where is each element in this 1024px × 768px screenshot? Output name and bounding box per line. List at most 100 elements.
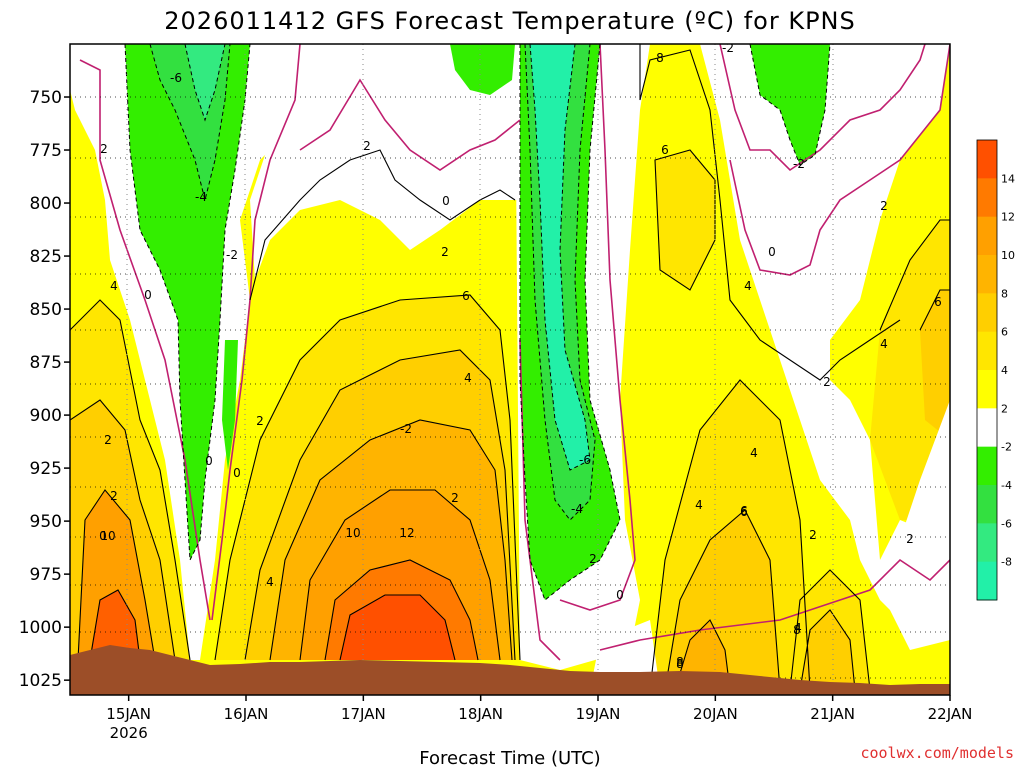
contour-value-label: -4 (571, 502, 583, 516)
contour-value-label: 6 (462, 289, 470, 303)
zero-isotherm-left (79, 59, 211, 621)
contour-value-label: 2 (256, 414, 264, 428)
contour-value-label: 2 (906, 532, 914, 546)
contour-fill-cold-top-left (125, 44, 250, 560)
contour-value-label: 6 (661, 143, 669, 157)
colorbar-label: -8 (1001, 556, 1012, 569)
contour-value-label: -6 (170, 71, 182, 85)
y-tick-label: 875 (30, 353, 62, 373)
contour-value-label: -2 (400, 422, 412, 436)
contour-value-label: 0 (233, 466, 241, 480)
contour-value-label: 2 (363, 139, 371, 153)
contour-value-label: 6 (934, 295, 942, 309)
contour-value-label: -4 (195, 190, 207, 204)
zero-isotherm-right (719, 44, 950, 276)
contour-value-label: 4 (110, 279, 118, 293)
contour-value-label: -2 (793, 157, 805, 171)
contour-value-label: 2 (451, 491, 459, 505)
colorbar-label: 6 (1001, 326, 1008, 339)
x-axis-label: Forecast Time (UTC) (419, 748, 600, 768)
colorbar-label: -6 (1001, 517, 1012, 530)
contour-value-label: 2 (823, 375, 831, 389)
contour-fill-coldest-mid (530, 44, 590, 470)
x-tick-label: 21JAN (810, 705, 855, 723)
contour-value-label: 0 (144, 288, 152, 302)
colorbar-label: -4 (1001, 479, 1012, 492)
colorbar-swatch (977, 485, 997, 524)
contour-value-label: -6 (579, 453, 591, 467)
contour-value-label: -2 (226, 248, 238, 262)
x-tick-sublabel: 2026 (110, 724, 148, 742)
contour-value-label: 2 (809, 528, 817, 542)
contour-fill-cold-left-strip (222, 340, 238, 470)
y-tick-label: 975 (30, 565, 62, 585)
plot-border (69, 43, 951, 696)
colorbar-swatch (977, 293, 997, 333)
contour-value-label: 6 (740, 505, 748, 519)
y-tick-label: 825 (30, 247, 62, 267)
colorbar-label: 2 (1001, 402, 1008, 415)
x-tick-label: 19JAN (576, 705, 621, 723)
colorbar-swatch (977, 140, 997, 179)
colorbar-label: 10 (1001, 249, 1015, 262)
colorbar-label: -2 (1001, 441, 1012, 454)
colorbar-swatch (977, 561, 997, 601)
contour-value-label: 4 (794, 621, 802, 635)
contour-value-label: 10 (345, 526, 360, 540)
zero-isotherm-bottom-right (599, 558, 950, 651)
contour-value-label: 2 (589, 552, 597, 566)
colorbar-swatch (977, 255, 997, 294)
colorbar-swatch (977, 523, 997, 563)
contour-value-label: 2 (100, 142, 108, 156)
x-tick-label: 22JAN (928, 705, 973, 723)
y-tick-label: 1000 (19, 618, 62, 638)
contour-value-label: 10 (100, 529, 115, 543)
contour-value-label: 8 (676, 655, 684, 669)
contour-value-label: 4 (750, 446, 758, 460)
contour-value-label: 0 (768, 245, 776, 259)
contour-fill-near-zero-top-mid (250, 44, 520, 280)
colorbar-swatch (977, 216, 997, 256)
contour-fill-cold-top-right (750, 44, 830, 165)
contour-fill-14-plus (340, 595, 455, 660)
contour-value-label: 4 (464, 371, 472, 385)
y-tick-label: 1025 (19, 671, 62, 691)
contour-fill-6-bottom-right (800, 610, 855, 690)
colorbar-label: 14 (1001, 172, 1015, 185)
plot-area: -6 2 -4 -2 0 2 0 2 2 4 0 4 6 4 2 2 0 -2 0 2 8 -2 6 4 -6 0 4 10 12 8 8 -… (70, 44, 950, 695)
contour-fill-6-far-right (920, 290, 950, 440)
contour-fill-cold-top-center (450, 44, 515, 95)
y-tick-label: 750 (30, 88, 62, 108)
negative-isotherm-lines (124, 44, 831, 601)
colorbar-swatch (977, 408, 997, 448)
x-tick-label: 17JAN (341, 705, 386, 723)
colorbar-frame (976, 139, 998, 601)
colorbar-label: 4 (1001, 364, 1008, 377)
contour-value-label: 8 (676, 657, 684, 671)
contour-labels: -6 2 -4 -2 0 2 0 2 2 4 0 4 6 4 2 2 0 -2 0 2 8 -2 6 4 -6 0 4 10 12 8 8 -… (99, 44, 942, 671)
colorbar-swatch (977, 370, 997, 409)
contour-value-label: 8 (656, 51, 664, 65)
contour-value-label: 6 (740, 504, 748, 518)
x-tick-label: 15JAN (106, 705, 151, 723)
surface-terrain (70, 645, 950, 695)
contour-value-label: 8 (793, 623, 801, 637)
contour-value-label: 4 (695, 498, 703, 512)
y-tick-label: 775 (30, 141, 62, 161)
contour-value-label: 4 (744, 279, 752, 293)
contour-value-label: 0 (616, 588, 624, 602)
contour-fill-4-upper-right (655, 150, 715, 290)
colorbar-label: 8 (1001, 287, 1008, 300)
colorbar-swatch (977, 331, 997, 371)
contour-fill-coldest-top-left (185, 44, 225, 120)
contour-value-label: 4 (880, 337, 888, 351)
contour-value-label: 2 (880, 199, 888, 213)
contour-value-label: 4 (266, 575, 274, 589)
credit-text: coolwx.com/models (860, 744, 1014, 762)
y-tick-label: 900 (30, 406, 62, 426)
contour-value-label: 12 (399, 526, 414, 540)
colorbar-label: 12 (1001, 211, 1015, 224)
x-tick-label: 20JAN (693, 705, 738, 723)
